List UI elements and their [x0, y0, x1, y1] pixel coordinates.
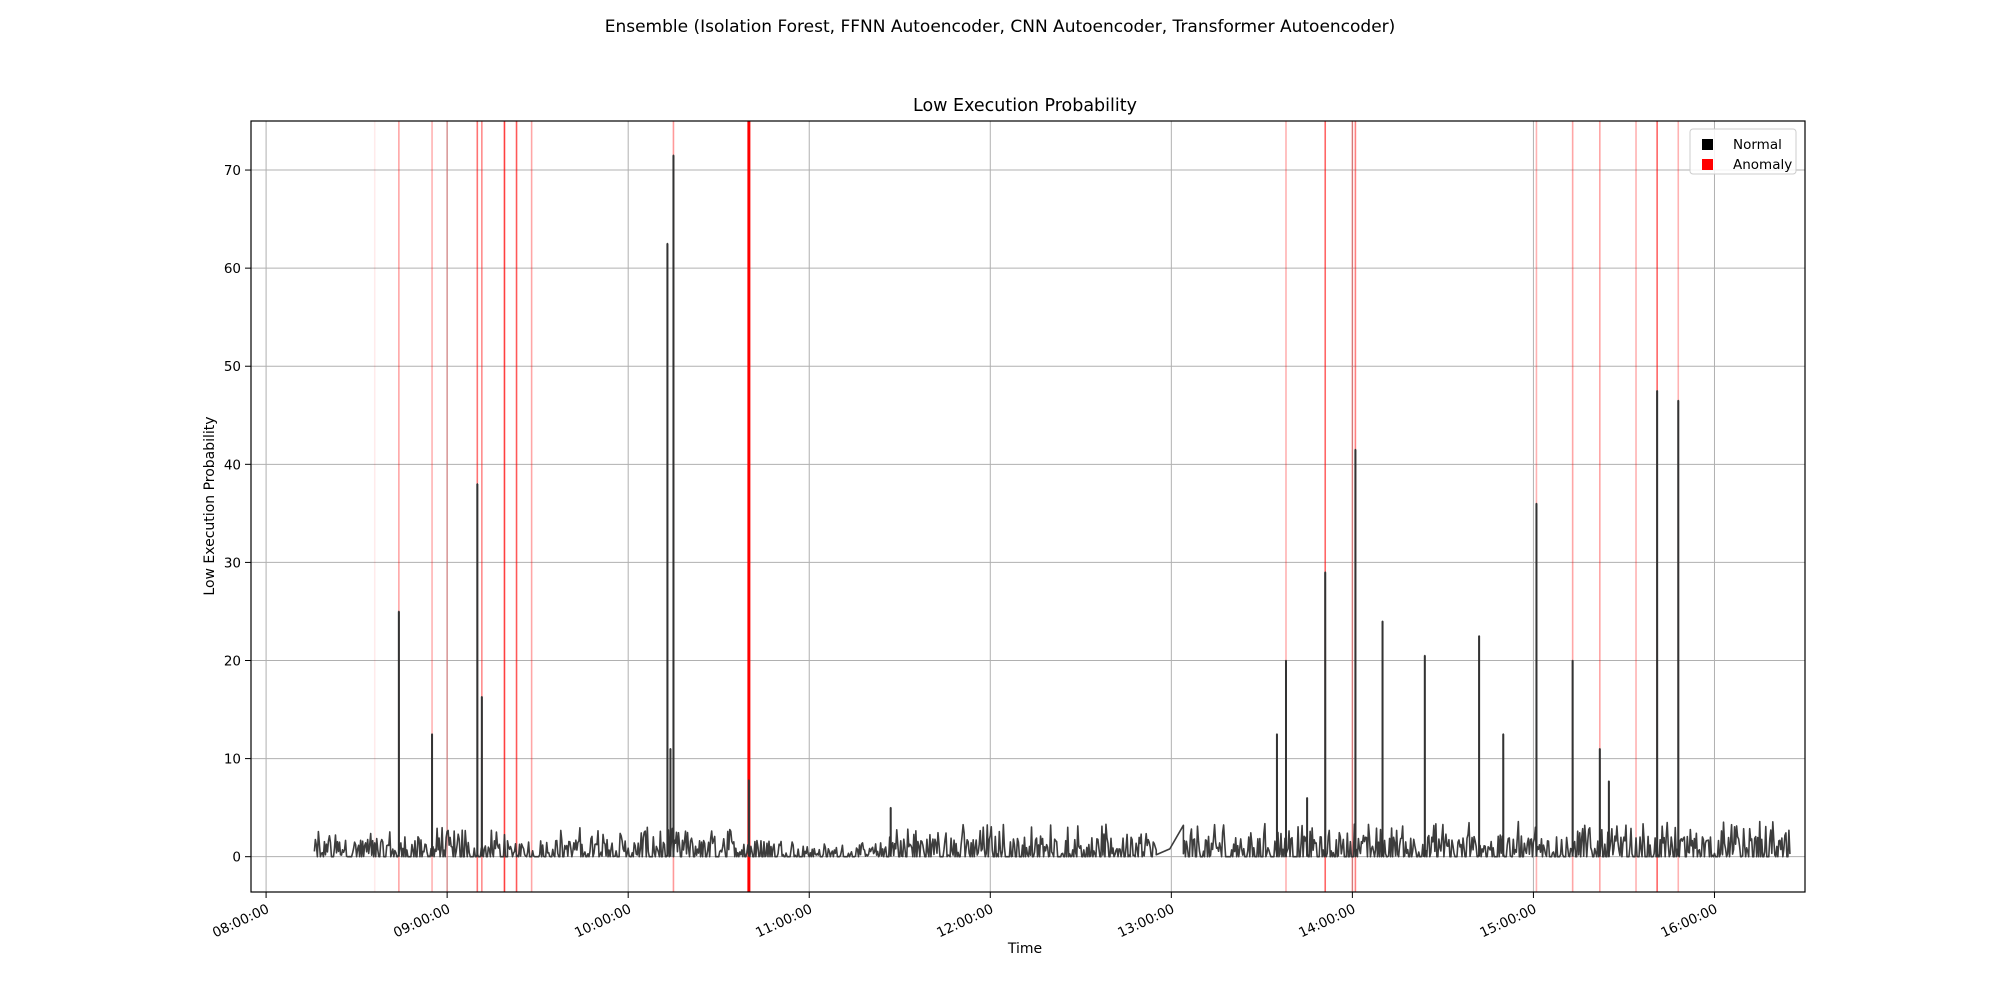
legend-label-anomaly: Anomaly — [1733, 157, 1792, 173]
legend-box — [1689, 128, 1797, 175]
plot-area — [250, 120, 1806, 893]
y-axis: 0 10 20 30 40 50 60 70 — [224, 163, 251, 866]
legend-swatch-anomaly — [1702, 159, 1713, 170]
y-tick-label: 0 — [232, 850, 241, 866]
plot-background — [251, 121, 1805, 892]
chart-legend: Normal Anomaly — [1689, 128, 1797, 175]
series-line — [313, 154, 1791, 858]
y-tick-label: 20 — [224, 654, 241, 670]
y-tick-label: 10 — [224, 752, 241, 768]
y-tick-label: 60 — [224, 261, 241, 277]
x-axis-label: Time — [1007, 941, 1042, 957]
y-tick-label: 30 — [224, 555, 241, 571]
y-tick-label: 70 — [224, 163, 241, 179]
y-tick-label: 40 — [224, 457, 241, 473]
y-tick-label: 50 — [224, 359, 241, 375]
legend-label-normal: Normal — [1733, 137, 1782, 153]
grid-lines — [251, 121, 1805, 892]
legend-swatch-normal — [1702, 139, 1713, 150]
plot-frame — [250, 120, 1806, 893]
y-axis-label: Low Execution Probability — [202, 416, 218, 595]
series-layer — [313, 154, 1791, 858]
figure-suptitle: Ensemble (Isolation Forest, FFNN Autoenc… — [605, 17, 1396, 37]
chart-title: Low Execution Probability — [913, 96, 1137, 116]
